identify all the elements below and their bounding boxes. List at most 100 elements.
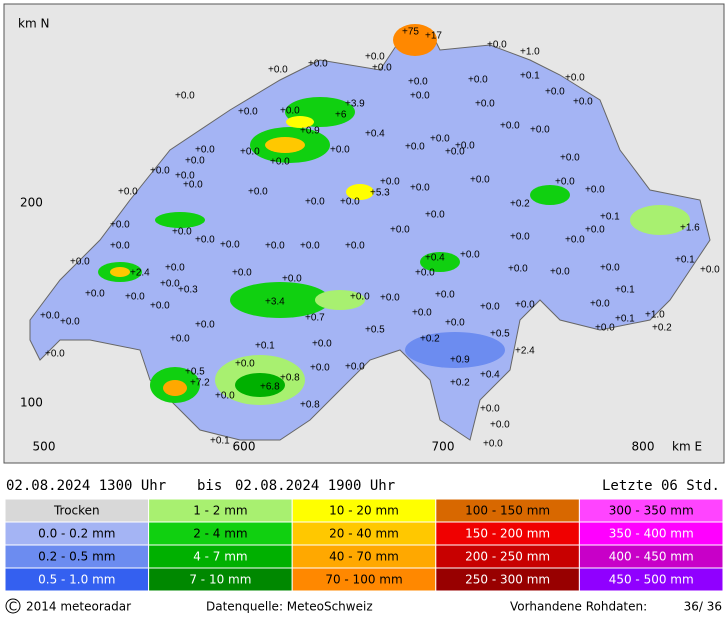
period-from: 02.08.2024 1300 Uhr bbox=[6, 478, 166, 494]
station-value: +0.0 bbox=[460, 250, 480, 261]
station-value: +0.0 bbox=[70, 257, 90, 268]
station-value: +0.0 bbox=[487, 40, 507, 51]
station-value: +75 bbox=[402, 27, 419, 38]
station-value: +0.0 bbox=[480, 404, 500, 415]
station-value: +0.0 bbox=[530, 125, 550, 136]
station-value: +0.0 bbox=[110, 241, 130, 252]
station-value: +0.0 bbox=[350, 292, 370, 303]
station-value: +0.0 bbox=[475, 99, 495, 110]
station-value: +0.4 bbox=[365, 129, 385, 140]
station-value: +0.0 bbox=[508, 264, 528, 275]
station-value: +0.0 bbox=[183, 180, 203, 191]
station-value: +0.0 bbox=[172, 227, 192, 238]
legend-label: 200 - 250 mm bbox=[465, 550, 550, 564]
station-value: +0.1 bbox=[210, 436, 230, 447]
copyright-c: C bbox=[9, 600, 17, 614]
legend-swatch bbox=[578, 567, 724, 592]
station-value: +0.0 bbox=[595, 323, 615, 334]
station-value: +0.0 bbox=[408, 77, 428, 88]
legend-label: 4 - 7 mm bbox=[193, 550, 247, 564]
station-value: +0.0 bbox=[150, 166, 170, 177]
station-value: +0.0 bbox=[560, 153, 580, 164]
legend-label: 0.0 - 0.2 mm bbox=[38, 527, 115, 541]
station-value: +0.0 bbox=[170, 334, 190, 345]
station-value: +0.0 bbox=[345, 362, 365, 373]
legend-label: 0.2 - 0.5 mm bbox=[38, 550, 115, 564]
station-value: +0.0 bbox=[165, 263, 185, 274]
station-value: +0.0 bbox=[430, 134, 450, 145]
y-tick-label: 100 bbox=[20, 396, 43, 410]
y-tick-label: 200 bbox=[20, 196, 43, 210]
station-value: +0.0 bbox=[45, 349, 65, 360]
station-value: +0.8 bbox=[300, 400, 320, 411]
station-value: +0.8 bbox=[280, 373, 300, 384]
station-value: +0.0 bbox=[365, 52, 385, 63]
station-value: +0.2 bbox=[420, 334, 440, 345]
station-value: +0.0 bbox=[405, 142, 425, 153]
station-value: +0.0 bbox=[445, 147, 465, 158]
axis-label: km N bbox=[18, 17, 49, 31]
station-value: +0.0 bbox=[435, 290, 455, 301]
legend-label: 2 - 4 mm bbox=[193, 527, 247, 541]
period-last: Letzte 06 Std. bbox=[602, 478, 720, 494]
station-value: +0.0 bbox=[340, 197, 360, 208]
station-value: +3.9 bbox=[345, 99, 365, 110]
station-value: +0.0 bbox=[590, 299, 610, 310]
station-value: +0.0 bbox=[160, 279, 180, 290]
station-value: +0.1 bbox=[615, 314, 635, 325]
station-value: +0.0 bbox=[195, 145, 215, 156]
station-value: +0.0 bbox=[118, 187, 138, 198]
station-value: +0.0 bbox=[500, 121, 520, 132]
station-value: +0.0 bbox=[215, 391, 235, 402]
station-value: +0.5 bbox=[185, 367, 205, 378]
raw-label: Vorhandene Rohdaten: bbox=[510, 600, 647, 614]
station-value: +0.0 bbox=[270, 157, 290, 168]
station-value: +0.0 bbox=[565, 73, 585, 84]
legend-label: 40 - 70 mm bbox=[329, 550, 399, 564]
station-value: +0.0 bbox=[390, 225, 410, 236]
station-value: +0.5 bbox=[490, 329, 510, 340]
station-value: +1.0 bbox=[520, 47, 540, 58]
legend-label: 300 - 350 mm bbox=[609, 504, 694, 518]
station-value: +1.6 bbox=[680, 223, 700, 234]
station-value: +0.0 bbox=[265, 241, 285, 252]
station-value: +0.1 bbox=[255, 341, 275, 352]
station-value: +3.4 bbox=[265, 297, 285, 308]
station-value: +0.0 bbox=[238, 107, 258, 118]
station-value: +0.9 bbox=[450, 355, 470, 366]
station-value: +0.0 bbox=[410, 183, 430, 194]
station-value: +0.0 bbox=[545, 87, 565, 98]
station-value: +0.0 bbox=[195, 320, 215, 331]
copyright-icon bbox=[5, 598, 21, 614]
station-value: +0.0 bbox=[555, 177, 575, 188]
legend-label: 250 - 300 mm bbox=[465, 573, 550, 587]
station-value: +2.4 bbox=[130, 268, 150, 279]
station-value: +0.0 bbox=[380, 177, 400, 188]
legend-label: 400 - 450 mm bbox=[609, 550, 694, 564]
station-value: +0.0 bbox=[380, 293, 400, 304]
station-value: +0.0 bbox=[282, 274, 302, 285]
x-tick-label: 700 bbox=[432, 440, 455, 454]
station-value: +0.1 bbox=[675, 255, 695, 266]
legend-label: 10 - 20 mm bbox=[329, 504, 399, 518]
station-value: +0.0 bbox=[310, 363, 330, 374]
legend-label: 150 - 200 mm bbox=[465, 527, 550, 541]
station-value: +1.0 bbox=[645, 310, 665, 321]
copyright: 2014 meteoradar bbox=[26, 600, 131, 614]
station-value: +0.0 bbox=[308, 59, 328, 70]
x-tick-label: 500 bbox=[33, 440, 56, 454]
station-value: +0.0 bbox=[585, 185, 605, 196]
station-value: +0.0 bbox=[248, 187, 268, 198]
source: Datenquelle: MeteoSchweiz bbox=[206, 600, 373, 614]
station-value: +0.0 bbox=[85, 289, 105, 300]
station-value: +0.2 bbox=[510, 199, 530, 210]
station-value: +0.0 bbox=[470, 175, 490, 186]
station-value: +0.0 bbox=[300, 241, 320, 252]
legend-label: 1 - 2 mm bbox=[193, 504, 247, 518]
legend-label: 350 - 400 mm bbox=[609, 527, 694, 541]
station-value: +0.0 bbox=[232, 268, 252, 279]
station-value: +0.0 bbox=[585, 225, 605, 236]
station-value: +17 bbox=[425, 31, 442, 42]
station-value: +2.4 bbox=[515, 346, 535, 357]
station-value: +0.0 bbox=[175, 171, 195, 182]
